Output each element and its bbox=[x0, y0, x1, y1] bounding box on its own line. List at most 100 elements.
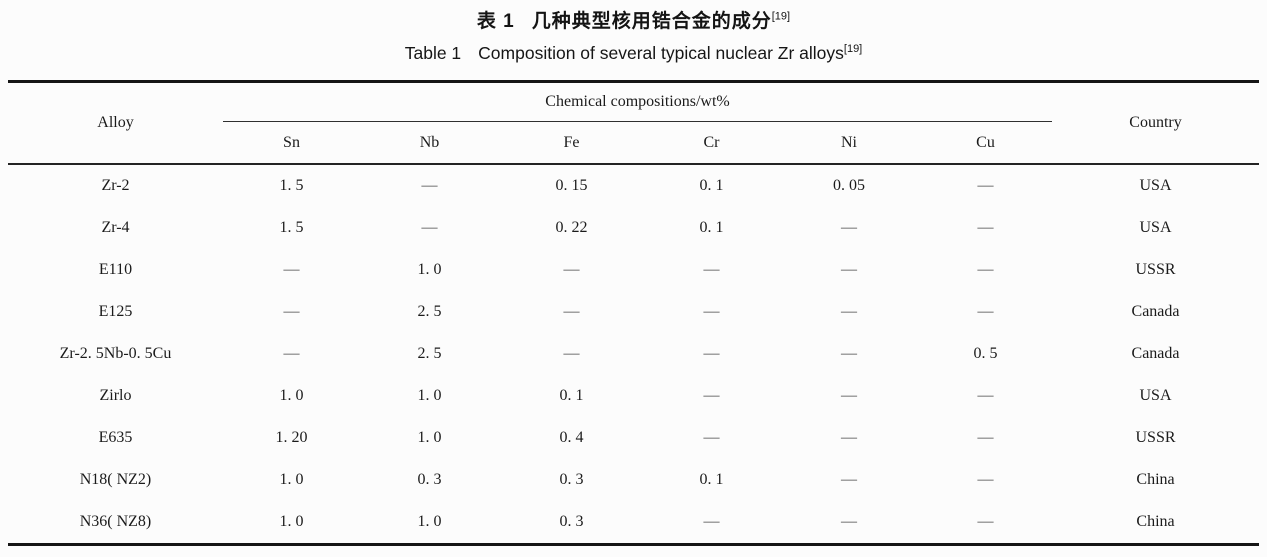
table-title-zh: 表 1 几种典型核用锆合金的成分[19] bbox=[0, 6, 1267, 33]
composition-cell: — bbox=[977, 261, 994, 278]
composition-cell: — bbox=[841, 303, 857, 320]
column-header-fe: Fe bbox=[563, 133, 580, 151]
alloy-cell: Zirlo bbox=[99, 387, 132, 404]
table-title-zh-label: 表 1 bbox=[476, 11, 515, 32]
composition-cell: — bbox=[977, 429, 994, 446]
table-body: Zr-2 1. 5 — 0. 15 0. 1 0. 05 — USA Zr-4 1. 5 — 0. 2… bbox=[8, 164, 1259, 545]
composition-cell: — bbox=[703, 303, 720, 320]
citation-ref-zh: [19] bbox=[771, 10, 791, 23]
composition-cell: 0. 15 bbox=[555, 177, 588, 194]
composition-cell: — bbox=[841, 513, 857, 530]
country-cell: China bbox=[1136, 513, 1175, 530]
table-row: N36( NZ8) 1. 0 1. 0 0. 3 — — — China bbox=[8, 501, 1259, 545]
column-header-chem-group: Chemical compositions/wt% bbox=[223, 81, 1053, 122]
country-cell: USSR bbox=[1135, 261, 1176, 278]
composition-cell: — bbox=[283, 261, 300, 278]
table-row: E125 — 2. 5 — — — — Canada bbox=[8, 291, 1259, 333]
table-title-zh-text: 几种典型核用锆合金的成分 bbox=[531, 11, 772, 32]
composition-cell: — bbox=[841, 219, 857, 236]
composition-cell: — bbox=[703, 429, 720, 446]
column-header-cr: Cr bbox=[703, 133, 720, 151]
composition-cell: 0. 22 bbox=[555, 219, 588, 236]
composition-cell: — bbox=[977, 513, 994, 530]
composition-cell: — bbox=[703, 261, 720, 278]
composition-cell: — bbox=[977, 387, 994, 404]
composition-cell: — bbox=[841, 345, 857, 362]
alloy-cell: E635 bbox=[98, 429, 133, 446]
group-header-row: Alloy Chemical compositions/wt% Country bbox=[8, 81, 1259, 131]
composition-cell: 1. 20 bbox=[275, 429, 308, 446]
column-header-nb: Nb bbox=[419, 133, 440, 151]
composition-cell: — bbox=[421, 219, 438, 236]
composition-cell: 1. 0 bbox=[279, 513, 304, 530]
table-title-en-text: Composition of several typical nuclear Z… bbox=[478, 43, 844, 63]
composition-cell: 0. 1 bbox=[559, 387, 584, 404]
table-row: Zr-2. 5Nb-0. 5Cu — 2. 5 — — — 0. 5 Canada bbox=[8, 333, 1259, 375]
composition-cell: 0. 3 bbox=[559, 513, 584, 530]
alloy-composition-table: Alloy Chemical compositions/wt% Country … bbox=[8, 80, 1260, 546]
country-cell: USA bbox=[1139, 387, 1172, 404]
composition-cell: — bbox=[421, 177, 438, 194]
composition-cell: 1. 0 bbox=[417, 429, 442, 446]
citation-ref-en: [19] bbox=[843, 43, 863, 56]
country-cell: Canada bbox=[1131, 345, 1180, 362]
composition-cell: 2. 5 bbox=[417, 303, 442, 320]
alloy-cell: Zr-4 bbox=[101, 219, 130, 236]
alloy-cell: E110 bbox=[98, 261, 133, 278]
composition-cell: — bbox=[841, 261, 857, 278]
composition-cell: — bbox=[283, 345, 300, 362]
country-cell: USA bbox=[1139, 177, 1172, 194]
composition-cell: 0. 05 bbox=[833, 177, 865, 194]
composition-cell: 0. 1 bbox=[699, 177, 724, 194]
country-cell: USSR bbox=[1135, 429, 1176, 446]
column-header-sn: Sn bbox=[283, 133, 300, 151]
composition-cell: — bbox=[977, 471, 994, 488]
table-row: N18( NZ2) 1. 0 0. 3 0. 3 0. 1 — — China bbox=[8, 459, 1259, 501]
composition-cell: 0. 1 bbox=[699, 471, 724, 488]
table-row: E635 1. 20 1. 0 0. 4 — — — USSR bbox=[8, 417, 1259, 459]
country-cell: Canada bbox=[1131, 303, 1180, 320]
column-header-country: Country bbox=[1129, 114, 1182, 131]
composition-cell: — bbox=[977, 303, 994, 320]
composition-cell: 0. 5 bbox=[973, 345, 998, 362]
alloy-cell: Zr-2 bbox=[101, 177, 130, 194]
composition-cell: 1. 0 bbox=[417, 387, 442, 404]
composition-cell: 1. 0 bbox=[279, 471, 304, 488]
composition-cell: 1. 0 bbox=[417, 261, 442, 278]
composition-cell: 1. 5 bbox=[279, 219, 304, 236]
country-cell: USA bbox=[1139, 219, 1172, 236]
composition-cell: 1. 5 bbox=[279, 177, 304, 194]
column-header-alloy: Alloy bbox=[97, 114, 134, 131]
composition-cell: — bbox=[563, 345, 580, 362]
composition-cell: 2. 5 bbox=[417, 345, 442, 362]
country-cell: China bbox=[1136, 471, 1175, 488]
composition-cell: — bbox=[977, 177, 994, 194]
composition-cell: — bbox=[703, 387, 720, 404]
composition-cell: 0. 3 bbox=[559, 471, 584, 488]
composition-cell: — bbox=[563, 303, 580, 320]
composition-cell: — bbox=[841, 429, 857, 446]
alloy-cell: N18( NZ2) bbox=[79, 471, 152, 488]
composition-cell: — bbox=[703, 513, 720, 530]
table-row: E110 — 1. 0 — — — — USSR bbox=[8, 249, 1259, 291]
composition-cell: — bbox=[841, 471, 857, 488]
composition-cell: — bbox=[283, 303, 300, 320]
composition-cell: — bbox=[703, 345, 720, 362]
composition-cell: 0. 4 bbox=[559, 429, 584, 446]
column-header-ni: Ni bbox=[841, 133, 857, 151]
table-row: Zr-2 1. 5 — 0. 15 0. 1 0. 05 — USA bbox=[8, 164, 1259, 207]
alloy-cell: Zr-2. 5Nb-0. 5Cu bbox=[59, 345, 172, 362]
composition-cell: 0. 3 bbox=[417, 471, 442, 488]
composition-cell: — bbox=[841, 387, 857, 404]
column-header-cu: Cu bbox=[976, 133, 995, 151]
table-row: Zirlo 1. 0 1. 0 0. 1 — — — USA bbox=[8, 375, 1259, 417]
table-header: Alloy Chemical compositions/wt% Country … bbox=[8, 81, 1260, 165]
composition-cell: 1. 0 bbox=[279, 387, 304, 404]
table-row: Zr-4 1. 5 — 0. 22 0. 1 — — USA bbox=[8, 207, 1259, 249]
element-header-row: Sn Nb Fe Cr Ni Cu bbox=[8, 122, 1259, 165]
composition-cell: 0. 1 bbox=[699, 219, 724, 236]
table-title-en: Table 1 Composition of several typical nu… bbox=[0, 43, 1267, 64]
alloy-cell: E125 bbox=[98, 303, 133, 320]
composition-cell: 1. 0 bbox=[417, 513, 442, 530]
